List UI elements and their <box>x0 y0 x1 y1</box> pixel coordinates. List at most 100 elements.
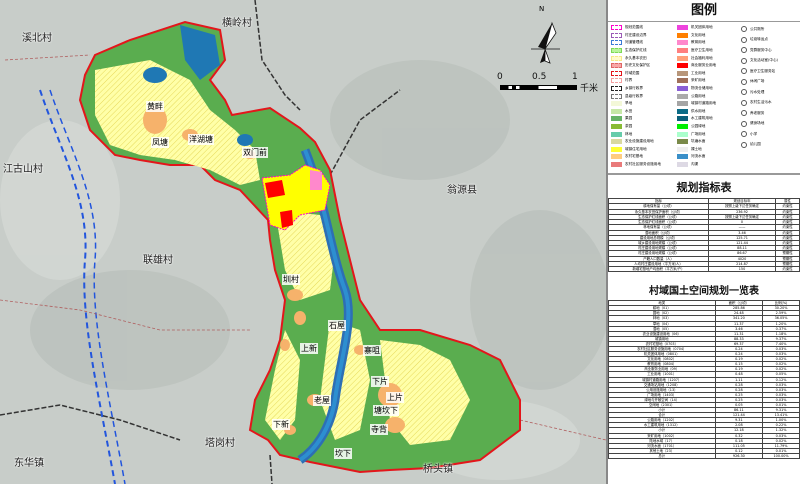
table-row: 总计 926.30 100.00% <box>608 452 800 460</box>
legend-label: 城镇村道路用地 <box>691 101 717 106</box>
table-cell: 125.71 <box>707 234 777 241</box>
legend-label: 污水处理 <box>750 89 765 94</box>
table-cell: 214.87 <box>707 260 777 267</box>
table-cell: 150 <box>707 265 777 273</box>
legend-item: 河流水面 <box>677 153 741 161</box>
place-label: 坎下 <box>334 448 352 459</box>
legend: 规划范围线 村庄建设边界 河道管理线 生态保护红线 永久基本农田 历史文化保护区 村域范围村… <box>608 22 800 170</box>
table-cell: 0.01% <box>762 447 800 454</box>
legend-item: 林地 <box>611 130 677 138</box>
place-label: 石屋 <box>328 320 346 331</box>
table-cell: 约束性 <box>775 224 800 231</box>
legend-swatch <box>677 146 688 152</box>
legend-label: 医疗卫生服务站 <box>750 68 776 73</box>
legend-swatch <box>677 124 688 130</box>
legend-label: 水田 <box>625 108 633 113</box>
table-cell: 按照上级下达任务确定 <box>707 203 777 210</box>
region-label: 江古山村 <box>3 164 43 175</box>
table-row: 公用设施用地（13） 0.28 0.03% <box>608 386 800 393</box>
legend-swatch <box>611 93 622 99</box>
table-cell: 公用设施用地（13） <box>608 386 716 393</box>
table-row: 人均村庄建设用地（平方米/人） 214.87 预期性 <box>608 260 800 267</box>
compass-icon <box>531 21 560 64</box>
legend-swatch <box>611 40 622 46</box>
table-cell: 预期性 <box>775 255 800 262</box>
place-label: 圳村 <box>282 274 300 285</box>
table-row: 河流水面（1701） 111.05 11.79% <box>608 442 800 449</box>
place-label: 双门前 <box>242 147 268 158</box>
river-inner <box>298 149 351 462</box>
facility-icon <box>741 36 747 43</box>
legend-swatch <box>677 108 688 114</box>
legend-item: 广场用地 <box>677 130 741 138</box>
facility-icon <box>741 141 747 148</box>
legend-label: 林地 <box>625 131 633 136</box>
place-label: 洋湖塘 <box>188 134 214 145</box>
legend-swatch <box>611 63 622 69</box>
legend-label: 旱地 <box>625 101 633 106</box>
legend-item: 旱地 <box>611 100 677 108</box>
table-cell: 0.22% <box>762 422 800 429</box>
table-cell: 7.40% <box>762 340 800 347</box>
scale-tick: 0.5 <box>532 72 547 82</box>
scale-unit: 千米 <box>580 84 599 94</box>
place-label: 上新 <box>300 343 318 354</box>
legend-label: 小学 <box>750 131 758 136</box>
legend-item: 农村宅基地 <box>611 153 677 161</box>
table-cell: 0.02% <box>762 437 800 444</box>
table-row: 陆地水域（17） 0.18 0.02% <box>608 437 800 444</box>
legend-item: 坑塘水面 <box>677 138 741 146</box>
table-cell: 0.12% <box>762 376 800 383</box>
legend-item: 果园 <box>611 115 677 123</box>
legend-swatch <box>611 146 622 152</box>
legend-item: 休闲广场 <box>741 77 800 88</box>
legend-label: 公园绿地 <box>691 123 706 128</box>
facility-icon <box>741 89 747 96</box>
table-cell: 工业用地（1001） <box>608 371 716 378</box>
table-cell: 草地（04） <box>608 320 716 327</box>
table-cell: 预期性 <box>775 260 800 267</box>
table-cell: 交通场站用地（1208） <box>608 381 716 388</box>
landuse-title: 村域国土空间规划一览表 <box>649 286 759 298</box>
legend-item: 健身场地 <box>741 119 800 130</box>
table-cell: —— <box>707 224 777 231</box>
county-boundary-blue-dashed-2 <box>49 89 126 485</box>
table-row: 湿地（05） 3.46 0.37% <box>608 325 800 332</box>
legend-swatch <box>677 101 688 107</box>
region-label: 塔岗村 <box>205 438 235 449</box>
town-boundary-south <box>0 404 273 485</box>
col-header: 比例(%) <box>762 300 800 307</box>
table-cell: 4020 <box>707 255 777 262</box>
legend-label: 广场用地 <box>691 131 706 136</box>
legend-label: 文化用地 <box>691 32 706 37</box>
legend-label: 规划范围线 <box>625 25 643 30</box>
legend-swatch <box>677 32 688 38</box>
facility-icon <box>741 131 747 138</box>
table-row: 耕地（01） 285.86 30.20% <box>608 305 800 312</box>
legend-swatch <box>611 86 622 92</box>
legend-label: 河流水面 <box>691 154 706 159</box>
legend-swatch <box>611 55 622 61</box>
legend-label: 河道管理线 <box>625 40 643 45</box>
table-cell: 按照上级下达任务确定 <box>707 213 777 221</box>
legend-item: 裸土地 <box>677 146 741 154</box>
table-cell: 1.00% <box>762 417 800 424</box>
legend-swatch <box>611 131 622 137</box>
table-cell: 36.05% <box>762 315 800 322</box>
table-row: 小计 12.18 1.32% <box>608 427 800 434</box>
legend-swatch <box>611 101 622 107</box>
legend-swatch <box>677 70 688 76</box>
legend-title: 图例 <box>608 0 800 22</box>
table-row: 新增宅基地户均面积（平方米/户） 150 约束性 <box>608 265 800 273</box>
table-row: 城镇用地 88.33 9.37% <box>608 335 800 342</box>
table-row: 农业设施建设用地（06） 11.31 1.18% <box>608 330 800 337</box>
legend-item: 物流仓储用地 <box>677 85 741 93</box>
legend-swatch <box>677 48 688 54</box>
legend-item: 城镇住宅用地 <box>611 146 677 154</box>
land-use-map[interactable]: 溪北村 横岭村 江古山村 联雄村 翁源县 塔岗村 东华镇 桥头镇 黄畔 凤塘 洋… <box>0 0 610 485</box>
table-row: 城镇村道路用地（1207） 1.11 0.12% <box>608 376 800 383</box>
legend-item: 文化活动室(中心) <box>741 56 800 67</box>
table-cell: 2.59% <box>762 310 800 317</box>
legend-item: 规划范围线 <box>611 24 677 32</box>
legend-item: 工业用地 <box>677 70 741 78</box>
